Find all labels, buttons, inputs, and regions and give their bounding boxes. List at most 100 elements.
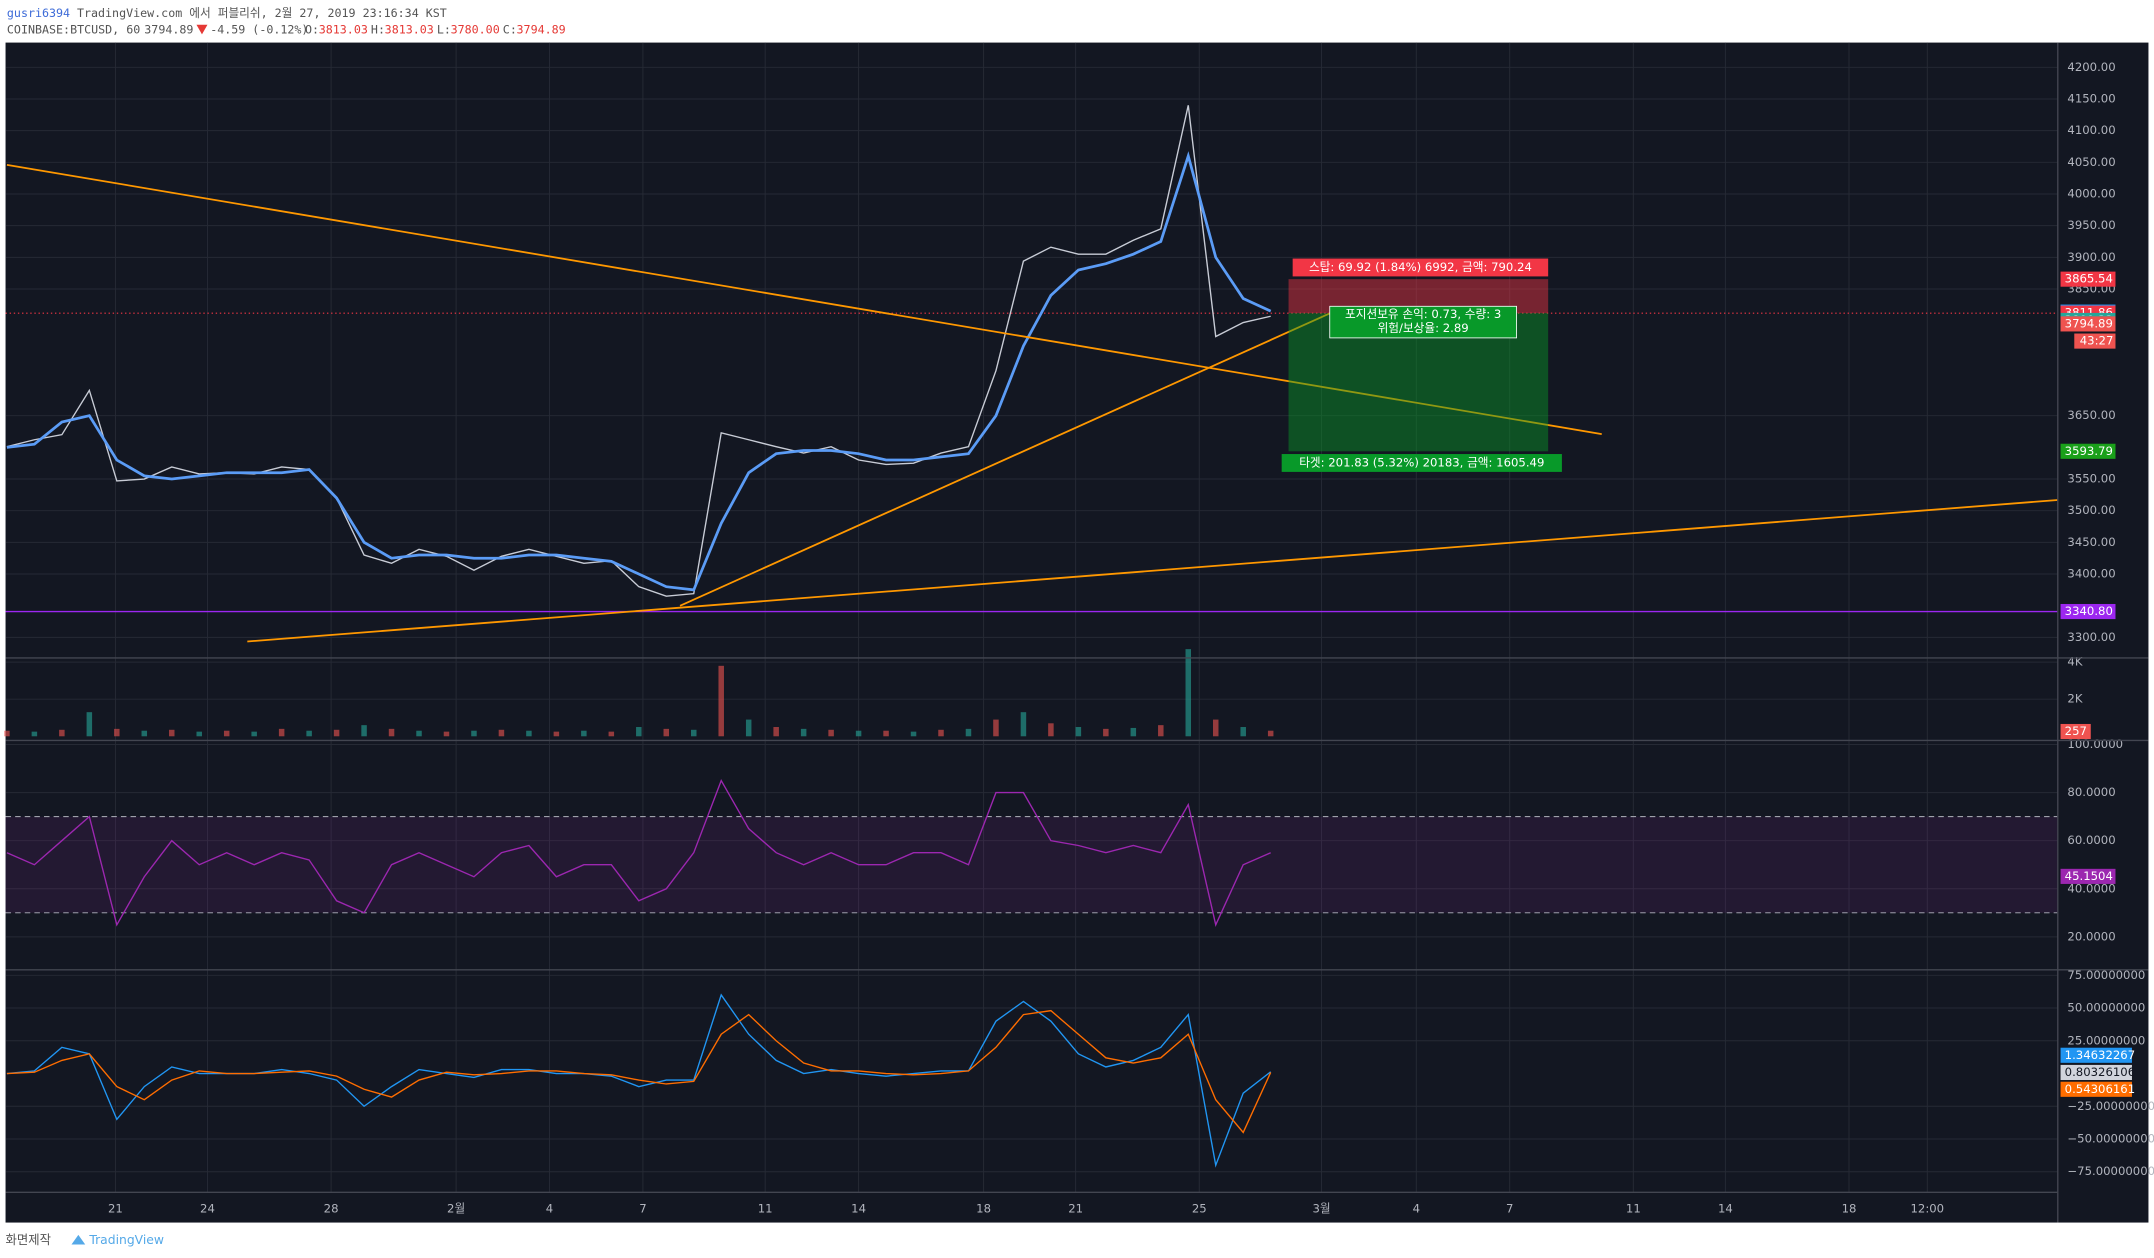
volume-bar (828, 729, 834, 737)
price-badge (2060, 271, 2116, 287)
volume-bar (718, 665, 724, 737)
footer-text: 화면제작 (6, 1233, 51, 1247)
ohlc-value: 3794.89 (517, 23, 566, 37)
price-badge (2060, 1047, 2132, 1063)
time-label: 7 (1506, 1201, 1513, 1215)
user: gusri6394 (7, 6, 70, 20)
price-badge (2060, 868, 2116, 884)
volume-bar (581, 730, 587, 737)
y-tick-label: −50.00000000 (2067, 1131, 2154, 1145)
volume-bar (86, 712, 93, 737)
tv-logo (71, 1234, 86, 1245)
published: TradingView.com 에서 퍼블리쉬, 2월 27, 2019 23:… (77, 6, 447, 20)
volume-bar (883, 730, 889, 737)
volume-bar (278, 728, 285, 737)
time-label: 4 (546, 1201, 553, 1215)
volume-bar (1212, 719, 1219, 737)
ratio-label: 위험/보상율: 2.89 (1378, 321, 1469, 335)
volume-bar (553, 731, 560, 737)
time-label: 4 (1413, 1201, 1420, 1215)
volume-bar (306, 730, 312, 737)
badge-label: 3794.89 (2065, 316, 2113, 330)
volume-bar (471, 730, 477, 737)
time-label: 3월 (1312, 1201, 1330, 1215)
time-label: 21 (1068, 1201, 1083, 1215)
badge-label: 3340.80 (2065, 604, 2113, 618)
y-tick-label: 4100.00 (2067, 123, 2115, 137)
ohlc-value: 3813.03 (319, 23, 368, 37)
time-label: 25 (1192, 1201, 1207, 1215)
volume-bar (855, 730, 862, 737)
time-label: 11 (1626, 1201, 1641, 1215)
pnl-box (1329, 305, 1517, 339)
volume-bar (1267, 730, 1274, 737)
volume-bar (31, 731, 38, 737)
volume-bar (169, 729, 175, 737)
time-label: 7 (639, 1201, 646, 1215)
price-badge (2060, 316, 2116, 332)
y-tick-label: 4150.00 (2067, 91, 2115, 105)
volume-bar (608, 731, 615, 737)
time-label: 2월 (447, 1201, 465, 1215)
stop-label: 스탑: 69.92 (1.84%) 6992, 금액: 790.24 (1309, 260, 1532, 274)
y-tick-label: −25.00000000 (2067, 1099, 2154, 1113)
y-tick-label: 75.00000000 (2067, 968, 2145, 982)
y-tick-label: 3450.00 (2067, 535, 2115, 549)
trend-line (247, 499, 2058, 643)
volume-bar (938, 729, 944, 737)
pnl-label: 포지션보유 손익: 0.73, 수량: 3 (1345, 307, 1501, 321)
y-tick-label: 3500.00 (2067, 503, 2115, 517)
badge-label: 3593.79 (2065, 444, 2113, 458)
time-label: 18 (976, 1201, 991, 1215)
ohlc: O: 3813.03 H: 3813.03 L: 3780.00 C: 3794.89 (305, 23, 566, 37)
time-label: 28 (324, 1201, 339, 1215)
badge-label: 0.54306161 (2065, 1082, 2135, 1096)
y-tick-label: 40.0000 (2067, 881, 2115, 895)
volume-bar (1048, 723, 1054, 737)
symbol: COINBASE:BTCUSD, 60 (7, 23, 140, 37)
time-label: 14 (851, 1201, 866, 1215)
y-tick-label: 4K (2067, 655, 2082, 669)
ohlc-label: O: (305, 23, 319, 37)
time-label: 18 (1842, 1201, 1857, 1215)
y-tick-label: 3400.00 (2067, 567, 2115, 581)
y-tick-label: −75.00000000 (2067, 1164, 2154, 1178)
time-label: 21 (108, 1201, 123, 1215)
volume-bar (910, 731, 917, 737)
countdown-badge (2074, 333, 2116, 349)
ohlc-value: 3780.00 (451, 23, 500, 37)
down-arrow (196, 24, 208, 35)
volume-bar (1240, 727, 1246, 737)
badge-label: 45.1504 (2065, 869, 2113, 883)
y-tick-label: 4000.00 (2067, 186, 2115, 200)
volume-bar (59, 729, 65, 737)
trend-line (6, 163, 1602, 435)
overlay: 스탑: 69.92 (1.84%) 6992, 금액: 790.24 포지션보유 … (1281, 258, 2135, 1097)
badge-label: 3865.54 (2065, 272, 2113, 286)
y-tick-label: 3300.00 (2067, 630, 2115, 644)
volume-bar (4, 730, 10, 737)
y-tick-label: 3950.00 (2067, 218, 2115, 232)
price-badge (2060, 1081, 2132, 1097)
macd-line (6, 993, 1272, 1168)
volume-bar (636, 727, 642, 737)
target-label: 타겟: 201.83 (5.32%) 20183, 금액: 1605.49 (1299, 455, 1544, 469)
badge-label: 257 (2065, 724, 2087, 738)
y-tick-label: 4200.00 (2067, 60, 2115, 74)
y-tick-label: 3900.00 (2067, 250, 2115, 264)
volume-bar (773, 727, 779, 737)
volume-bar (361, 725, 367, 737)
volume-bar (663, 728, 670, 737)
ohlc-value: 3813.03 (385, 23, 434, 37)
badge-label: 1.34632267 (2065, 1048, 2135, 1062)
volume-bar (388, 728, 395, 737)
y-tick-label: 100.0000 (2067, 737, 2123, 751)
badge-label: 0.80326106 (2065, 1065, 2135, 1079)
time-label: 14 (1718, 1201, 1733, 1215)
volume-bar (691, 729, 697, 737)
time-label: 24 (200, 1201, 215, 1215)
signal-line (6, 1009, 1272, 1134)
volume-bar (141, 730, 148, 737)
price-badge (2060, 443, 2116, 459)
